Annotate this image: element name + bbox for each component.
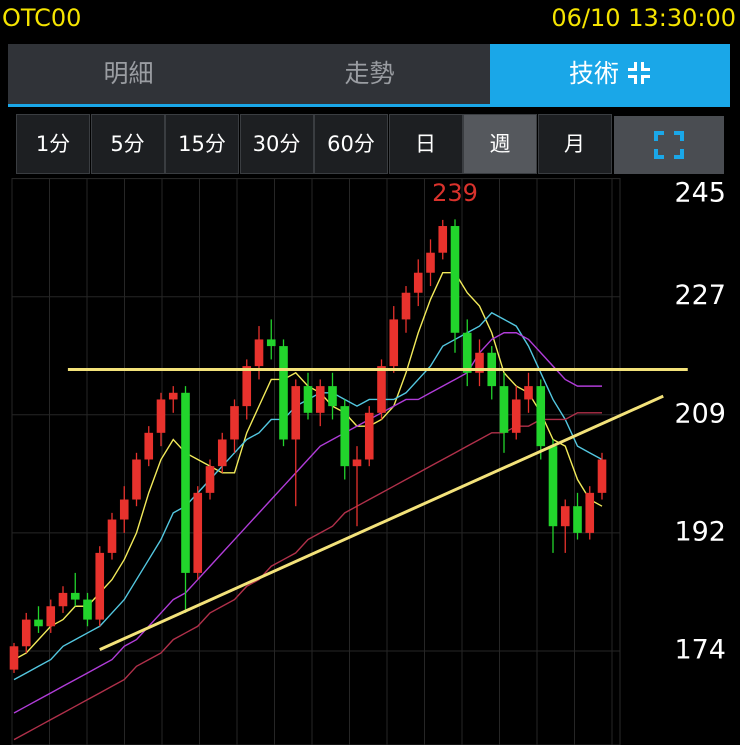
- candle-body: [524, 386, 533, 400]
- period-button[interactable]: 週: [463, 114, 537, 174]
- tab-label: 技術: [569, 59, 620, 88]
- trendline: [99, 394, 664, 651]
- period-button[interactable]: 60分: [314, 114, 388, 174]
- period-button[interactable]: 15分: [165, 114, 239, 174]
- y-tick-label: 209: [674, 398, 726, 429]
- candle-body: [58, 592, 68, 607]
- chart: 245 227 209 192 174 239: [9, 178, 726, 745]
- y-tick-label: 192: [674, 516, 726, 547]
- ma-line: [13, 332, 602, 714]
- candle-body: [254, 339, 264, 367]
- y-tick-label: 245: [674, 178, 726, 209]
- period-button[interactable]: 30分: [239, 114, 314, 174]
- candle-body: [279, 346, 288, 440]
- candle-body: [536, 386, 546, 447]
- y-tick-label: 174: [674, 634, 726, 665]
- candle-body: [377, 366, 386, 413]
- candle-body: [560, 506, 570, 527]
- candle-body: [450, 226, 460, 333]
- candle-body: [181, 392, 190, 573]
- period-button[interactable]: 月: [537, 114, 612, 174]
- candle-body: [475, 352, 484, 373]
- tab[interactable]: 明細: [103, 59, 154, 88]
- candle-body: [107, 519, 117, 553]
- candle-body: [585, 492, 595, 533]
- candle-body: [499, 386, 509, 433]
- candle-body: [352, 459, 362, 467]
- candle-body: [573, 506, 582, 533]
- candle-body: [21, 619, 31, 647]
- candle-body: [597, 459, 607, 493]
- candle-body: [340, 406, 350, 467]
- candle-body: [205, 466, 215, 493]
- candle-body: [364, 412, 374, 460]
- candle-body: [511, 399, 521, 433]
- candle-body: [34, 619, 43, 627]
- candle-body: [401, 292, 411, 320]
- high-annotation: 239: [432, 179, 478, 207]
- candle-body: [266, 339, 276, 347]
- tab-bar: 明細 走勢 技術: [8, 44, 730, 104]
- y-tick-label: 227: [674, 280, 726, 311]
- candle-body: [156, 399, 166, 433]
- candle-body: [548, 446, 558, 527]
- candle-body: [144, 432, 154, 460]
- candle-body: [413, 272, 423, 293]
- collapse-icon: [627, 62, 650, 84]
- period-button[interactable]: 1分: [16, 114, 90, 174]
- candle-body: [389, 319, 399, 367]
- candle-body: [230, 406, 239, 440]
- candle-body: [426, 252, 435, 273]
- candle-body: [83, 599, 92, 620]
- candle-body: [303, 386, 313, 413]
- candle-body: [168, 392, 178, 400]
- candle-body: [70, 592, 80, 600]
- tab[interactable]: 走勢: [344, 59, 395, 88]
- candle-body: [46, 606, 56, 627]
- candle-body: [291, 386, 301, 440]
- tab-underline: [8, 104, 730, 107]
- period-bar: 1分 5分 15分 30分 60分日週月: [16, 114, 612, 174]
- plot-area: [11, 178, 621, 745]
- candle-body: [95, 552, 105, 620]
- expand-button[interactable]: [614, 116, 724, 174]
- tab-selected[interactable]: 技術: [490, 44, 730, 104]
- candle-body: [328, 386, 337, 407]
- candle-body: [193, 492, 203, 573]
- candle-body: [242, 366, 252, 407]
- symbol: OTC00: [2, 4, 82, 32]
- candle-body: [217, 439, 227, 467]
- period-button[interactable]: 5分: [90, 114, 165, 174]
- candle-body: [438, 226, 448, 253]
- candle-body: [315, 386, 325, 413]
- candle-body: [462, 332, 472, 373]
- period-button[interactable]: 日: [388, 114, 463, 174]
- candle-body: [132, 459, 141, 500]
- candle-body: [119, 499, 129, 520]
- candle-body: [9, 646, 19, 670]
- expand-icon: [654, 131, 684, 159]
- datetime: 06/10 13:30:00: [551, 4, 736, 32]
